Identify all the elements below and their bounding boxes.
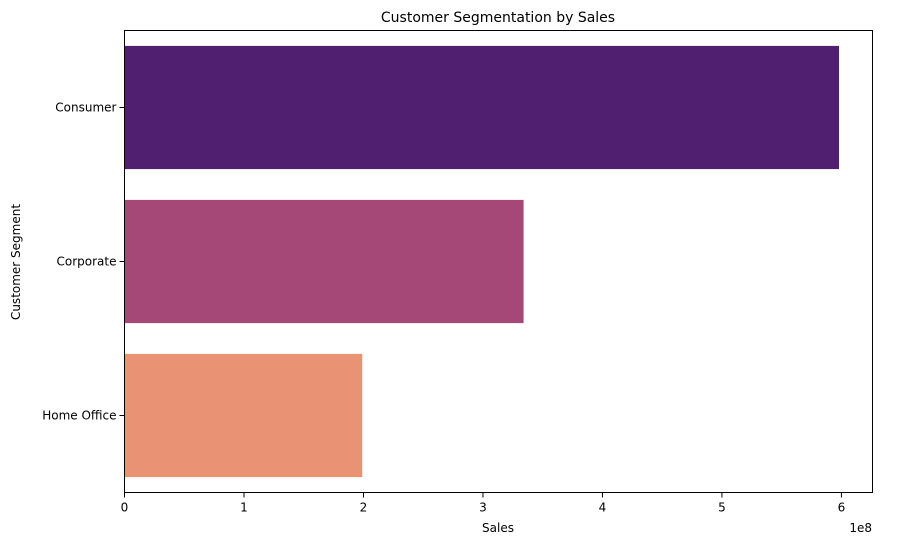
bars-group bbox=[124, 45, 840, 478]
x-tick-label: 0 bbox=[121, 501, 129, 515]
bar-home-office bbox=[124, 353, 363, 478]
x-axis-label: Sales bbox=[482, 521, 514, 535]
bar-corporate bbox=[124, 199, 524, 324]
x-tick-label: 1 bbox=[240, 501, 248, 515]
x-ticks: 0 1 2 3 4 5 6 bbox=[121, 492, 846, 515]
plot-frame bbox=[124, 30, 873, 493]
x-tick-label: 5 bbox=[718, 501, 726, 515]
bar-consumer bbox=[124, 45, 840, 170]
y-ticks: Consumer Corporate Home Office bbox=[42, 101, 125, 423]
y-tick-label: Consumer bbox=[55, 101, 116, 115]
y-tick-label: Home Office bbox=[42, 409, 116, 423]
x-tick-label: 6 bbox=[838, 501, 846, 515]
chart-title: Customer Segmentation by Sales bbox=[381, 10, 615, 26]
y-tick-label: Corporate bbox=[57, 255, 117, 269]
x-scale-label: 1e8 bbox=[849, 521, 872, 535]
x-tick-label: 4 bbox=[599, 501, 607, 515]
x-tick-label: 2 bbox=[360, 501, 368, 515]
x-tick-label: 3 bbox=[479, 501, 487, 515]
y-axis-label: Customer Segment bbox=[9, 204, 23, 320]
